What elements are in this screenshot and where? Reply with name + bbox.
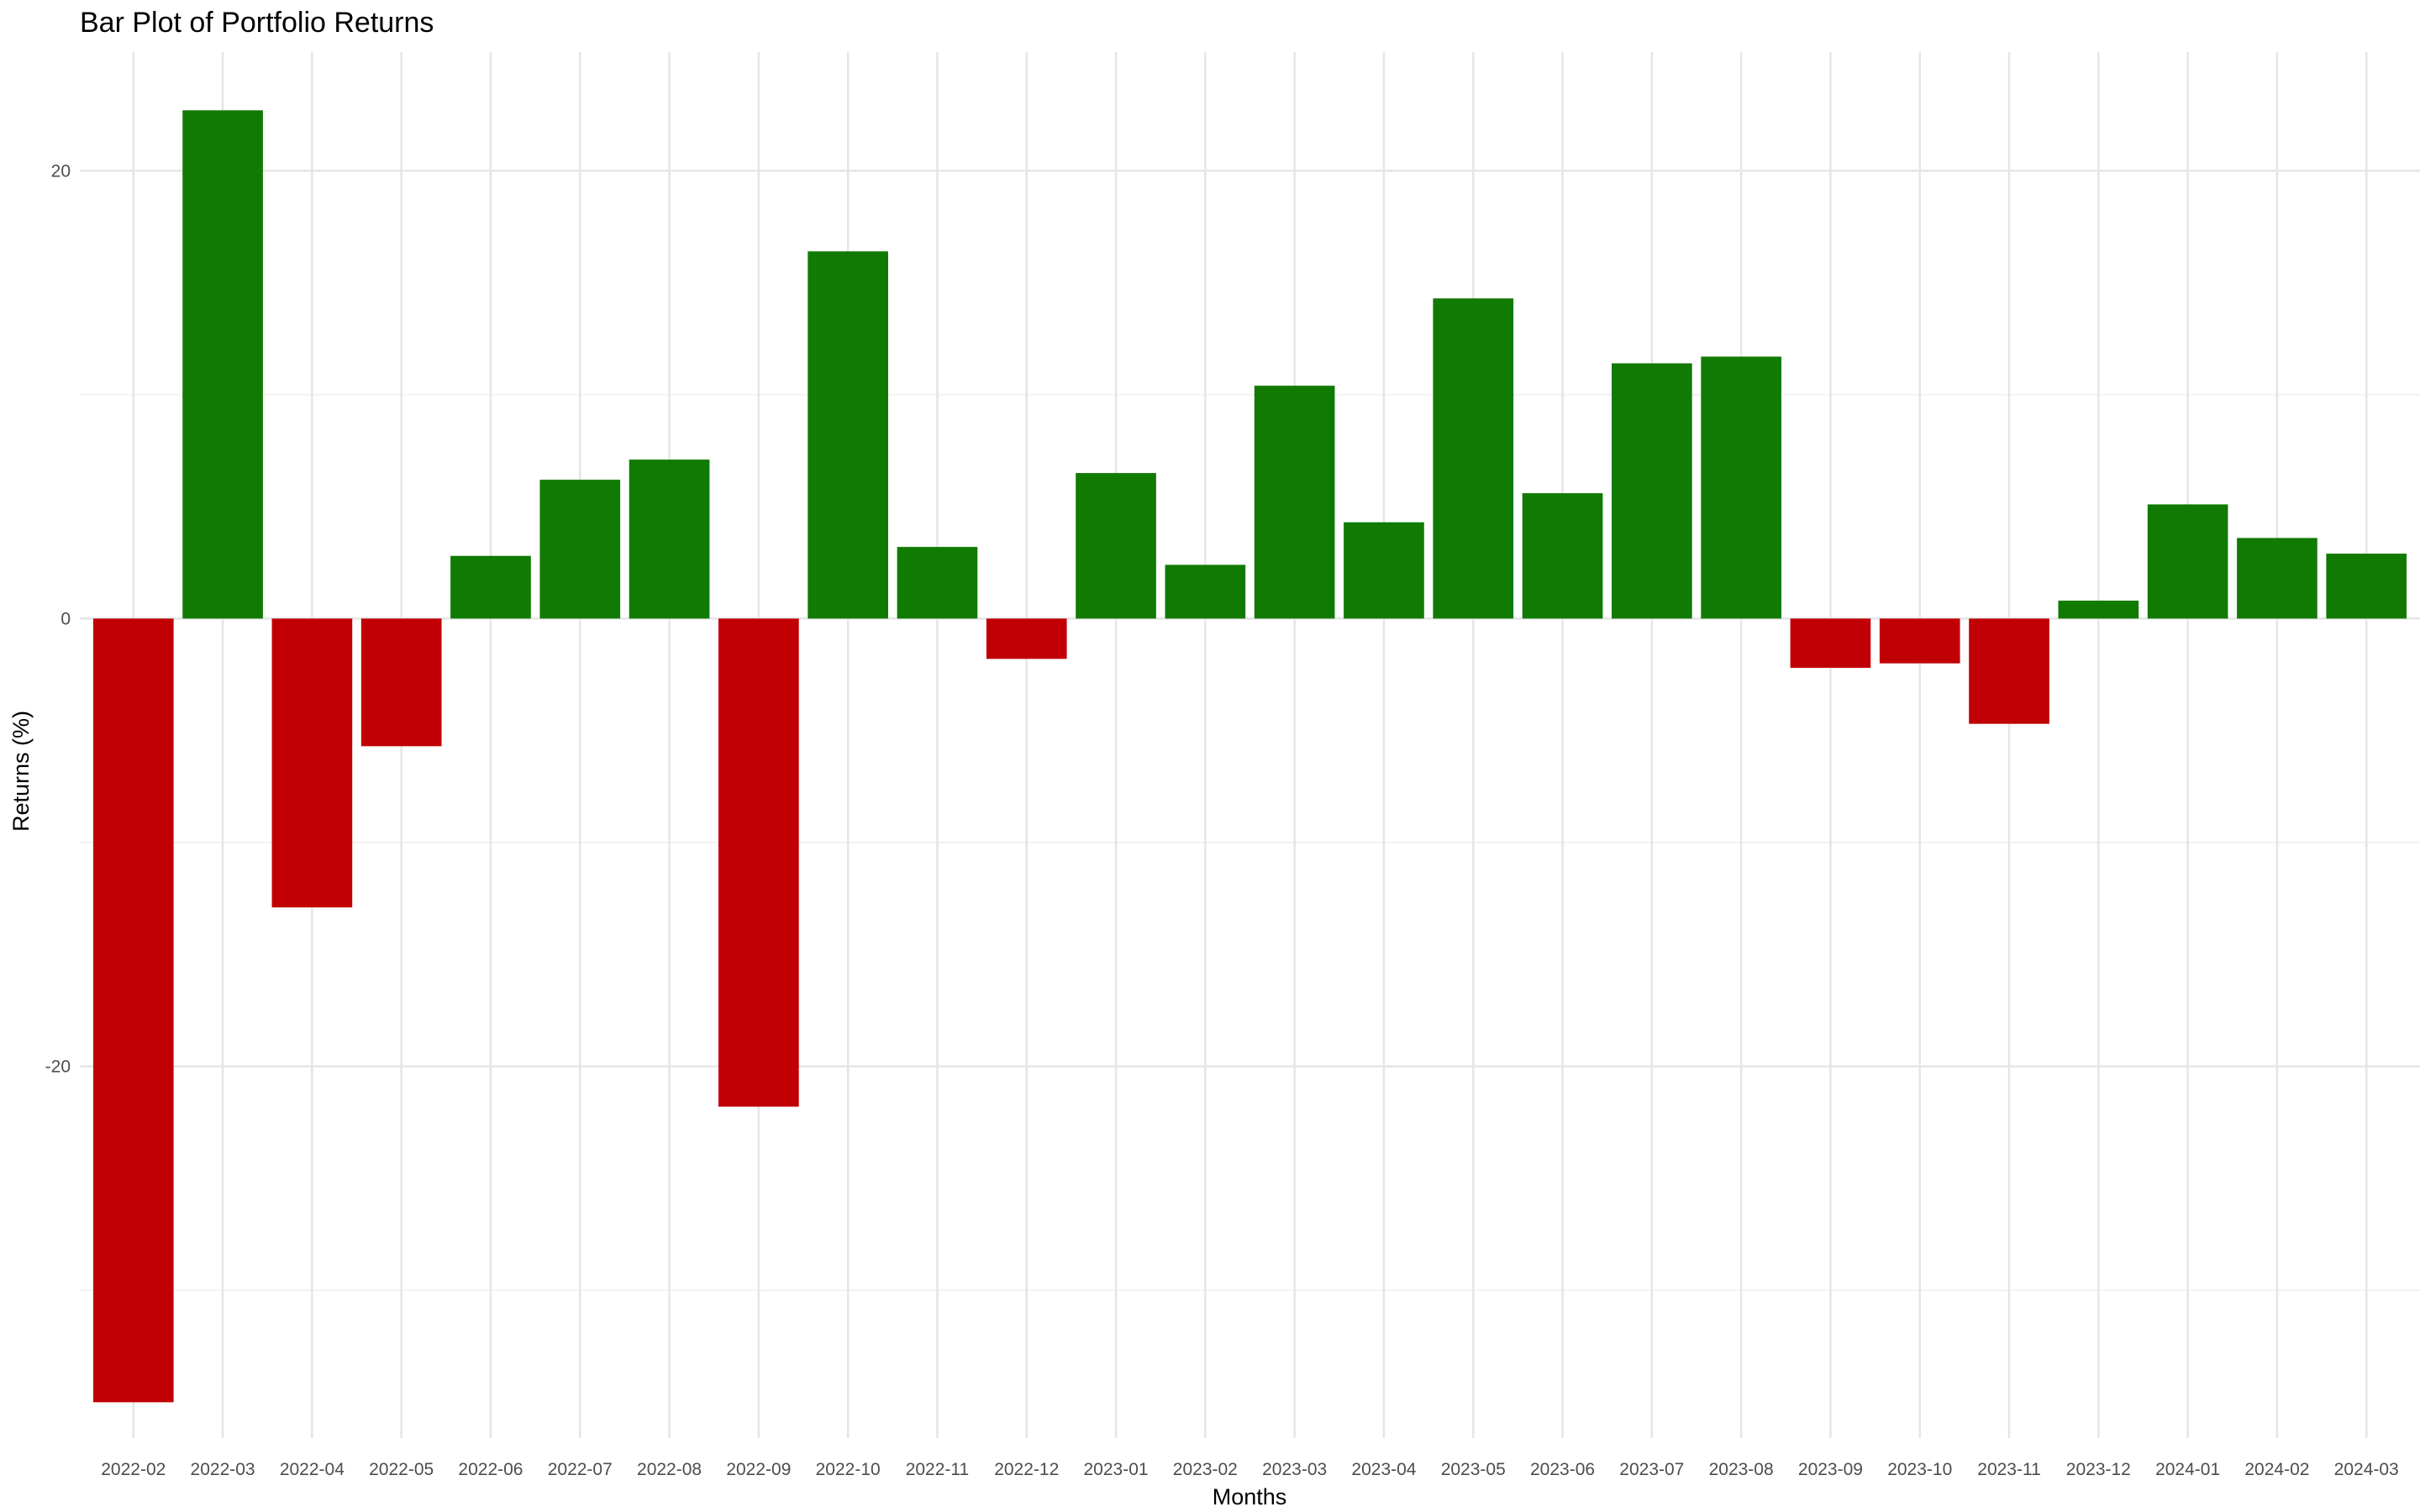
- x-tick-label: 2022-07: [548, 1460, 613, 1479]
- bar-2022-05: [360, 618, 442, 747]
- bar-2023-08: [1701, 356, 1781, 619]
- bar-2023-05: [1433, 298, 1514, 619]
- y-tick-label: 0: [60, 609, 71, 628]
- bar-2022-07: [539, 480, 621, 619]
- x-tick-label: 2022-11: [906, 1460, 970, 1479]
- bar-2023-06: [1522, 493, 1603, 619]
- x-axis-ticks: 2022-02 2022-03 2022-04 2022-05 2022-06 2022-…: [101, 1460, 2399, 1479]
- x-tick-label: 2023-10: [1887, 1460, 1952, 1479]
- bar-2022-02: [92, 618, 174, 1403]
- bar-2022-03: [182, 110, 263, 619]
- x-tick-label: 2023-09: [1798, 1460, 1863, 1479]
- chart-title: Bar Plot of Portfolio Returns: [80, 7, 434, 39]
- x-tick-label: 2022-02: [101, 1460, 166, 1479]
- x-tick-label: 2023-05: [1441, 1460, 1506, 1479]
- x-tick-label: 2024-02: [2244, 1460, 2309, 1479]
- y-tick-label: -20: [45, 1058, 71, 1077]
- bar-2022-09: [718, 618, 799, 1107]
- bar-2022-10: [808, 251, 888, 619]
- bar-2022-12: [986, 618, 1067, 659]
- y-axis-title: Returns (%): [8, 711, 34, 832]
- bar-2023-07: [1612, 363, 1692, 619]
- bar-2022-08: [629, 459, 710, 619]
- x-tick-label: 2022-05: [369, 1460, 434, 1479]
- bar-2024-01: [2147, 504, 2228, 619]
- bar-2023-02: [1165, 564, 1246, 619]
- x-tick-label: 2023-01: [1084, 1460, 1149, 1479]
- minor-grid: [80, 393, 2420, 1292]
- y-tick-label: 20: [51, 161, 71, 181]
- x-tick-label: 2023-03: [1262, 1460, 1327, 1479]
- x-tick-label: 2022-03: [191, 1460, 255, 1479]
- bar-2023-03: [1254, 386, 1335, 619]
- bar-2023-09: [1790, 618, 1871, 669]
- bar-2024-03: [2326, 554, 2407, 619]
- x-tick-label: 2023-06: [1530, 1460, 1595, 1479]
- bar-2022-06: [450, 555, 531, 619]
- bar-2022-11: [897, 547, 978, 619]
- x-tick-label: 2022-08: [637, 1460, 702, 1479]
- bar-2023-01: [1076, 473, 1156, 619]
- x-tick-label: 2023-07: [1619, 1460, 1684, 1479]
- bar-2024-02: [2237, 538, 2317, 619]
- x-axis-title: Months: [1213, 1484, 1287, 1509]
- x-tick-label: 2023-12: [2066, 1460, 2131, 1479]
- bar-2023-12: [2058, 601, 2139, 619]
- bar-2022-04: [271, 618, 353, 908]
- bar-2023-04: [1344, 522, 1424, 619]
- bar-2023-10: [1879, 618, 1960, 664]
- bar-2023-11: [1969, 618, 2049, 724]
- y-axis-ticks: -20 0 20: [45, 161, 71, 1076]
- x-tick-label: 2023-08: [1709, 1460, 1774, 1479]
- x-tick-label: 2022-06: [458, 1460, 523, 1479]
- x-tick-label: 2022-12: [994, 1460, 1059, 1479]
- x-tick-label: 2024-01: [2155, 1460, 2220, 1479]
- x-tick-label: 2023-02: [1173, 1460, 1238, 1479]
- x-tick-label: 2023-11: [1977, 1460, 2041, 1479]
- x-tick-label: 2024-03: [2334, 1460, 2399, 1479]
- x-tick-label: 2023-04: [1351, 1460, 1416, 1479]
- bars: [92, 110, 2407, 1403]
- x-tick-label: 2022-10: [816, 1460, 881, 1479]
- x-tick-label: 2022-04: [280, 1460, 345, 1479]
- x-tick-label: 2022-09: [726, 1460, 791, 1479]
